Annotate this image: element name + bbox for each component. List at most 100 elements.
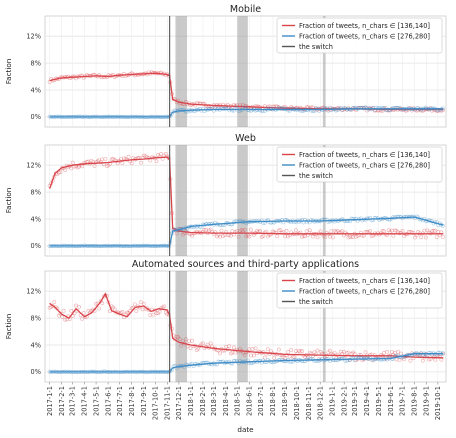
series-2-marker (314, 358, 318, 363)
series-2-marker (382, 357, 386, 362)
series-2-marker (193, 108, 198, 113)
series-2-marker (199, 361, 204, 366)
series-2-marker (258, 108, 263, 113)
x-tick-label: 2018-2-1 (199, 386, 207, 416)
series-1-marker (57, 170, 61, 175)
y-tick-label: 0% (31, 242, 41, 250)
series-1-marker (348, 234, 352, 239)
series-2-marker (177, 108, 182, 112)
series-1-marker (290, 355, 295, 360)
series-2-marker (266, 358, 270, 363)
x-tick-label: 2017-3-1 (69, 386, 77, 416)
x-tick-label: 2017-5-1 (92, 386, 100, 416)
x-tick-label: 2018-8-1 (269, 386, 277, 416)
series-1-marker (188, 346, 193, 351)
series-1-marker (278, 228, 283, 232)
series-1-marker (351, 350, 356, 355)
series-1-marker (300, 349, 304, 354)
series-1-marker (301, 353, 306, 358)
series-2-marker (338, 106, 343, 111)
series-1-marker (208, 227, 213, 232)
series-1-marker (120, 161, 125, 166)
series-1-marker (393, 350, 397, 355)
series-1-marker (326, 350, 331, 355)
series-1-marker (52, 300, 57, 305)
series-1-marker (349, 234, 354, 239)
series-2-marker (262, 360, 267, 365)
series-1-marker (382, 229, 386, 234)
series-2-marker (335, 219, 340, 224)
series-1-marker (420, 358, 425, 363)
series-1-marker (222, 104, 227, 109)
series-2-marker (188, 109, 193, 113)
series-1-marker (194, 348, 199, 353)
shaded-period (237, 271, 248, 382)
series-2-marker (380, 106, 385, 110)
series-2-marker (414, 350, 419, 355)
series-1-marker (327, 348, 332, 353)
series-1-marker (64, 317, 69, 322)
series-1-marker (67, 76, 72, 81)
series-1-marker (63, 168, 68, 172)
series-2-marker (239, 108, 244, 113)
series-1-marker (219, 228, 224, 233)
series-1-marker (315, 348, 320, 353)
series-1-marker (179, 343, 184, 348)
series-1-marker (142, 153, 146, 158)
series-2-marker (324, 106, 329, 111)
series-1-marker (151, 312, 156, 317)
series-1-marker (284, 229, 289, 233)
series-1-marker (204, 227, 208, 232)
series-1-marker (286, 350, 290, 354)
series-1-marker (145, 306, 150, 311)
series-2-line (49, 108, 444, 118)
legend-box (276, 146, 443, 183)
series-2-marker (351, 356, 356, 361)
legend-box (276, 17, 443, 54)
series-1-marker (176, 335, 181, 340)
series-1-marker (286, 234, 290, 239)
series-2-marker (419, 107, 424, 112)
series-2-marker (236, 361, 241, 366)
series-1-marker (202, 228, 207, 232)
series-1-marker (300, 234, 304, 239)
series-2-marker (403, 214, 408, 219)
series-1-marker (233, 230, 238, 235)
series-1-marker (382, 350, 386, 355)
series-1-marker (425, 228, 430, 233)
series-1-marker (157, 309, 162, 314)
y-tick-label: 8% (31, 59, 41, 67)
series-1-marker (174, 231, 179, 236)
series-2-marker (399, 107, 404, 112)
series-1-marker (335, 352, 340, 357)
series-1-marker (70, 160, 75, 165)
series-2-marker (204, 222, 208, 227)
x-tick-label: 2019-2-1 (340, 386, 348, 416)
series-1-marker (374, 232, 379, 237)
panel-2: Web 0% 4% 8% 12% Faction Fraction of tweets, n… (4, 133, 447, 257)
series-1-marker (196, 346, 201, 351)
series-1-marker (255, 351, 260, 356)
series-1-marker (393, 228, 397, 233)
series-1-marker (224, 344, 229, 349)
series-1-marker (207, 228, 212, 233)
series-1-marker (349, 107, 354, 112)
series-1-marker (312, 350, 317, 355)
series-1-marker (250, 347, 255, 351)
legend-label: Fraction of tweets, n_chars ∈ [276,280] (299, 32, 430, 40)
shaded-period (175, 16, 188, 127)
series-1-marker (156, 311, 160, 316)
series-1-marker (355, 106, 360, 110)
series-2-marker (267, 220, 272, 225)
series-1-marker (331, 352, 335, 357)
series-1-marker (338, 349, 343, 354)
y-tick-label: 12% (26, 32, 41, 40)
legend-label: Fraction of tweets, n_chars ∈ [136,140] (299, 277, 430, 285)
series-1-marker (227, 344, 232, 349)
series-2-marker (227, 222, 232, 226)
series-1-marker (279, 230, 284, 235)
series-2-marker (272, 359, 277, 364)
series-1-marker (202, 102, 207, 107)
series-1-marker (218, 351, 222, 356)
